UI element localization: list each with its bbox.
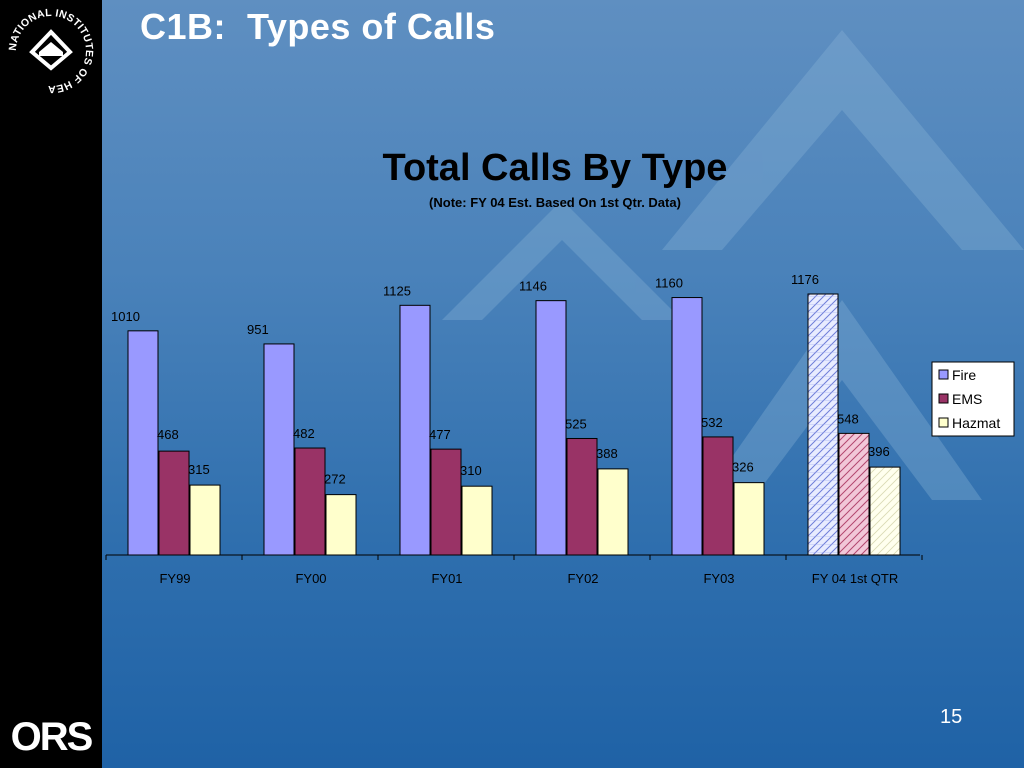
legend-swatch-fire [938, 369, 949, 380]
bar-ems-5 [838, 432, 870, 556]
legend-swatch-ems [938, 393, 949, 404]
bar-fire-5 [807, 293, 839, 556]
x-tick-label-1: FY00 [295, 571, 326, 586]
value-label-fire-3: 1146 [519, 279, 547, 294]
bar-fire-2 [399, 304, 431, 556]
value-label-ems-1: 482 [293, 426, 315, 441]
legend-label-ems: EMS [952, 391, 982, 407]
x-tick-label-2: FY01 [431, 571, 462, 586]
value-label-hazmat-2: 310 [460, 463, 482, 478]
legend-label-hazmat: Hazmat [952, 415, 1000, 431]
ors-logo-text: ORS [11, 715, 93, 758]
ors-logo: ORS [11, 715, 95, 758]
bar-ems-1 [294, 447, 326, 556]
value-label-fire-4: 1160 [655, 276, 683, 291]
value-label-fire-5: 1176 [791, 272, 819, 287]
legend: Fire EMS Hazmat [931, 361, 1015, 437]
x-tick-label-0: FY99 [159, 571, 190, 586]
value-label-ems-4: 532 [701, 415, 723, 430]
bar-ems-4 [702, 436, 734, 556]
value-label-hazmat-5: 396 [868, 444, 890, 459]
bar-hazmat-5 [869, 466, 901, 556]
left-sidebar: NATIONAL INSTITUTES OF HEALTH ORS [0, 0, 102, 768]
bar-ems-3 [566, 437, 598, 556]
value-label-fire-1: 951 [247, 322, 269, 337]
value-label-fire-2: 1125 [383, 283, 411, 298]
chart-subtitle: (Note: FY 04 Est. Based On 1st Qtr. Data… [429, 195, 681, 210]
bar-hazmat-4 [733, 482, 765, 556]
bar-hazmat-2 [461, 485, 493, 556]
value-label-hazmat-3: 388 [596, 446, 618, 461]
x-tick-label-5: FY 04 1st QTR [812, 571, 898, 586]
bar-fire-0 [127, 330, 159, 556]
legend-label-fire: Fire [952, 367, 976, 383]
bars-group [127, 293, 901, 556]
legend-swatch-hazmat [938, 417, 949, 428]
chart-title: Total Calls By Type [383, 147, 728, 189]
value-label-ems-2: 477 [429, 427, 451, 442]
value-label-ems-0: 468 [157, 427, 179, 442]
slide-title: C1B: Types of Calls [140, 6, 496, 47]
page-number: 15 [940, 706, 963, 728]
value-label-hazmat-4: 326 [732, 460, 754, 475]
bar-ems-0 [158, 450, 190, 556]
background-art [442, 30, 1024, 500]
value-label-ems-3: 525 [565, 416, 587, 431]
value-labels-group: 1010 468 315 951 482 272 1125 477 310 1146 525 388 1… [111, 272, 890, 487]
value-label-ems-5: 548 [837, 411, 859, 426]
bar-hazmat-0 [189, 484, 221, 556]
bar-fire-1 [263, 343, 295, 556]
bar-fire-4 [671, 297, 703, 556]
nih-emblem-icon [29, 29, 73, 71]
bar-fire-3 [535, 300, 567, 556]
value-label-hazmat-0: 315 [188, 462, 210, 477]
bar-ems-2 [430, 448, 462, 556]
value-label-fire-0: 1010 [111, 309, 140, 324]
x-tick-label-4: FY03 [703, 571, 734, 586]
bar-hazmat-3 [597, 468, 629, 556]
nih-logo: NATIONAL INSTITUTES OF HEALTH [4, 4, 95, 95]
x-ticks-group: FY99 FY00 FY01 FY02 FY03 FY 04 1st QTR [105, 555, 923, 586]
value-label-hazmat-1: 272 [324, 472, 346, 487]
x-tick-label-3: FY02 [567, 571, 598, 586]
bar-hazmat-1 [325, 494, 357, 556]
